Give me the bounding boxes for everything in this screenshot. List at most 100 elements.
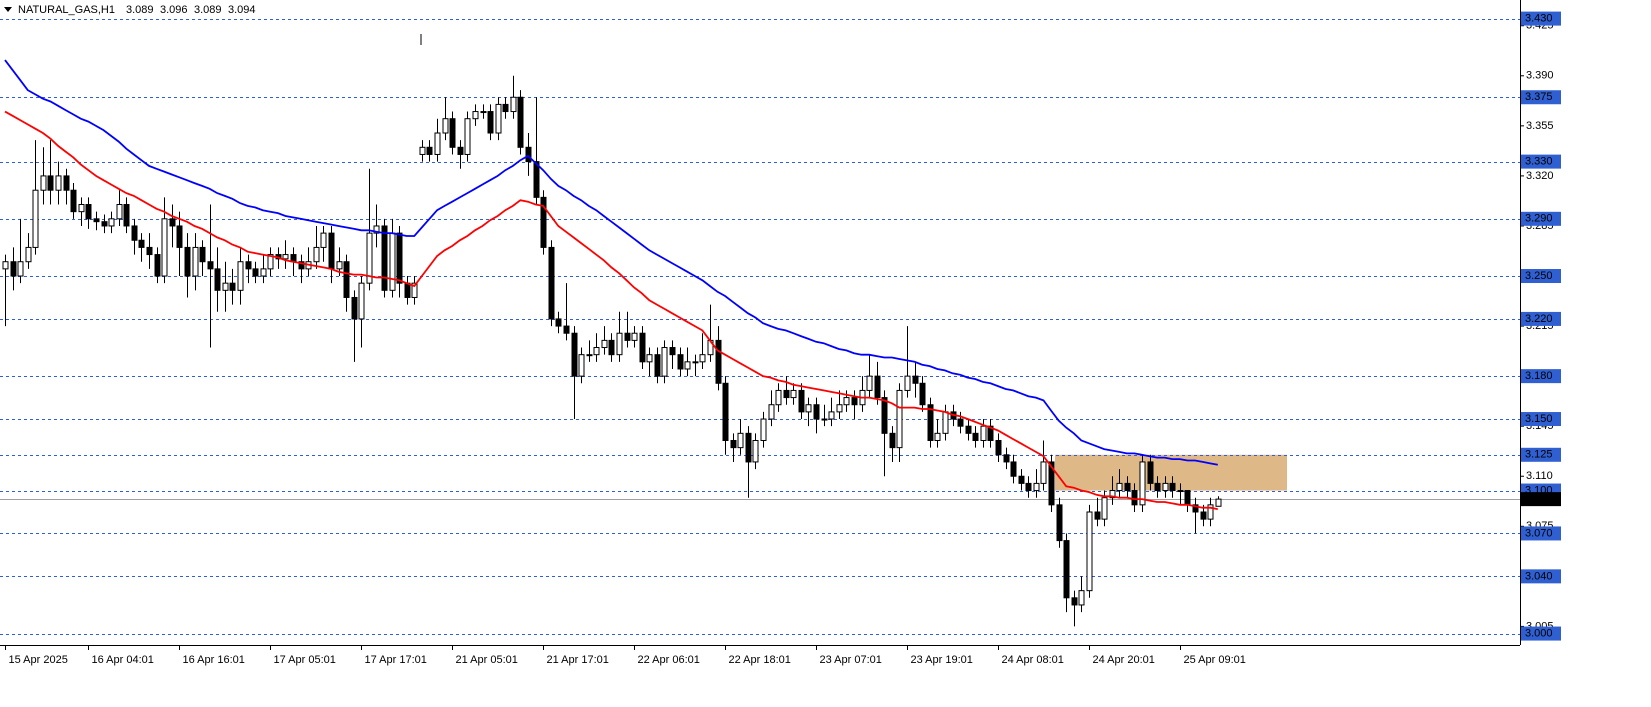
candle-body [980,425,987,441]
candle-body [214,268,221,291]
x-tick-label: 25 Apr 09:01 [1184,654,1246,666]
candle-body [260,268,267,277]
candle-body [889,432,896,449]
candle-body [389,232,396,291]
candle-body [972,432,979,441]
candle-body [942,411,949,434]
candle-body [70,189,77,213]
candle-body [351,296,358,320]
candle-body [85,204,92,220]
candle-body [881,397,888,434]
level-label: 3.375 [1525,91,1553,103]
candle-body [101,221,108,227]
candle-body [1169,482,1176,492]
candle-body [404,282,411,298]
candle-body [692,361,699,364]
candle-body [25,246,32,263]
candle-body [1131,490,1138,506]
candle-body [1207,504,1214,520]
candle-body [381,225,388,291]
candle-body [78,204,85,213]
candle-body [1071,597,1078,606]
level-label: 3.000 [1525,627,1553,639]
candle-body [1010,461,1017,477]
x-tick-label: 17 Apr 05:01 [274,654,336,666]
candle-body [1116,482,1123,492]
candle-body [548,246,555,320]
candle-body [245,261,252,270]
menu-arrow[interactable] [4,7,12,12]
level-label-box [1521,154,1561,169]
candle-body [677,354,684,370]
candle-body [927,404,934,441]
candle-body [525,146,532,163]
candle-body [176,225,183,248]
candle-body [1124,482,1131,492]
candle-body [1086,511,1093,592]
candle-body [480,111,487,114]
candle-body [229,282,236,291]
candle-body [1192,504,1199,513]
candle-body [237,261,244,291]
candle-body [1162,482,1169,492]
candle-body [464,118,471,155]
candle-body [154,254,161,277]
candle-body [298,261,305,270]
candle-body [654,354,661,377]
candle-body [434,132,441,155]
candle-body [93,218,100,223]
candle-body [555,318,562,327]
candle-body [313,246,320,263]
candle-body [586,354,593,357]
candle-body [63,175,70,191]
candle-body [336,261,343,270]
candle-body [836,404,843,413]
level-label-box [1521,211,1561,226]
candle-body [2,261,9,270]
candle-body [866,375,873,391]
candle-body [1094,511,1101,520]
candle-body [40,175,47,191]
level-label-box [1521,569,1561,584]
candle-body [1025,482,1032,492]
candle-body [222,282,229,291]
level-label: 3.430 [1525,12,1553,24]
candle-body [510,96,517,113]
symbol: NATURAL_GAS,H1 [18,4,115,16]
level-label-box [1521,90,1561,105]
candle-body [1078,590,1085,606]
candle-body [328,232,335,270]
x-tick-label: 22 Apr 18:01 [729,654,791,666]
header-low: 3.089 [194,4,222,16]
candle-body [396,232,403,284]
candle-body [631,332,638,341]
candle-body [805,404,812,413]
plot [0,19,1520,635]
candle-body [487,111,494,134]
candle-body [161,218,168,277]
candle-body [851,397,858,406]
candle-body [1215,498,1222,507]
level-label: 3.070 [1525,527,1553,539]
x-tick-label: 23 Apr 07:01 [820,654,882,666]
candle-body [32,189,39,248]
candle-body [798,389,805,413]
candle-body [624,332,631,341]
candle-body [116,204,123,220]
candle-body [17,261,24,277]
level-label-box [1521,412,1561,427]
level-label-box [1521,626,1561,641]
candle-body [1048,461,1055,506]
candle-body [957,418,964,427]
candle-body [1177,490,1184,493]
price-axis: 3.0053.0403.0753.1103.1453.1803.2153.250… [1520,11,1561,641]
x-tick-label: 16 Apr 04:01 [92,654,154,666]
candle-body [1109,490,1116,499]
candle-body [442,118,449,134]
candle-body [639,332,646,363]
level-label: 3.290 [1525,213,1553,225]
candle-body [995,439,1002,456]
candle-body [874,375,881,399]
